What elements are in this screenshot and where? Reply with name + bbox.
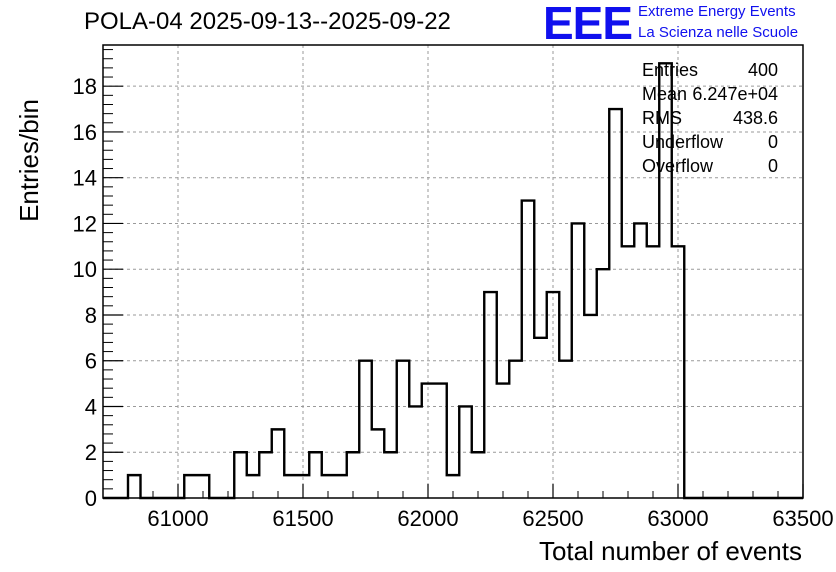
stats-row-underflow: Underflow 0 <box>642 131 778 155</box>
y-tick-label: 0 <box>85 486 97 511</box>
x-tick-label: 61000 <box>147 506 208 531</box>
y-tick-label: 12 <box>73 211 97 236</box>
stats-row-rms: RMS 438.6 <box>642 107 778 131</box>
y-tick-label: 18 <box>73 74 97 99</box>
stats-label: Overflow <box>642 156 714 176</box>
x-tick-label: 63000 <box>647 506 708 531</box>
stats-value: 438.6 <box>732 108 778 128</box>
logo-line-1: Extreme Energy Events <box>638 3 796 20</box>
y-tick-label: 8 <box>85 303 97 328</box>
y-axis-label: Entries/bin <box>13 99 44 222</box>
stats-label: Mean <box>642 84 688 104</box>
stats-box: Entries 400 Mean 6.247e+04 RMS 438.6 Und… <box>642 59 778 179</box>
histogram-line <box>103 62 803 500</box>
stats-label: Underflow <box>642 132 724 152</box>
chart-title: POLA-04 2025-09-13--2025-09-22 <box>84 8 451 35</box>
stats-row-entries: Entries 400 <box>642 59 778 83</box>
grid-lines <box>103 45 803 498</box>
x-tick-label: 62000 <box>397 506 458 531</box>
logo-line-2: La Scienza nelle Scuole <box>638 24 799 41</box>
stats-value: 0 <box>767 156 778 176</box>
x-tick-label: 61500 <box>272 506 333 531</box>
x-axis-label: Total number of events <box>538 536 802 566</box>
stats-value: 6.247e+04 <box>692 84 778 104</box>
stats-value: 0 <box>767 132 778 152</box>
y-tick-label: 14 <box>73 166 97 191</box>
stats-value: 400 <box>747 60 778 80</box>
y-tick-label: 10 <box>73 257 97 282</box>
y-tick-label: 6 <box>85 349 97 374</box>
stats-label: Entries <box>642 60 699 80</box>
x-tick-label: 63500 <box>772 506 833 531</box>
y-axis-label-box: Entries/bin <box>6 99 46 222</box>
axis-tick-labels: 61000 61500 62000 62500 63000 63500 0 2 4 6 8 10 12 1… <box>73 74 834 531</box>
y-tick-label: 4 <box>85 394 97 419</box>
axis-ticks <box>102 49 804 499</box>
stats-row-overflow: Overflow 0 <box>642 155 778 179</box>
y-tick-label: 16 <box>73 120 97 145</box>
stats-row-mean: Mean 6.247e+04 <box>642 83 778 107</box>
y-tick-label: 2 <box>85 440 97 465</box>
eee-logo: EEE <box>543 0 633 49</box>
x-tick-label: 62500 <box>522 506 583 531</box>
stats-label: RMS <box>642 108 682 128</box>
